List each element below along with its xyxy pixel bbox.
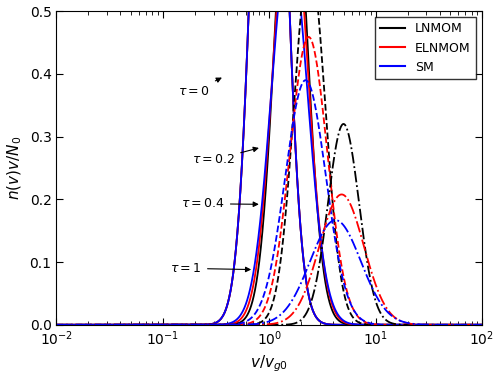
Legend: LNMOM, ELNMOM, SM: LNMOM, ELNMOM, SM [375,17,476,79]
Text: $\tau = 0.2$: $\tau = 0.2$ [192,147,258,166]
Text: $\tau = 0.4$: $\tau = 0.4$ [181,197,258,210]
Text: $\tau = 0$: $\tau = 0$ [178,78,221,98]
Y-axis label: $n(v)v/N_0$: $n(v)v/N_0$ [6,136,24,200]
Text: $\tau = 1$: $\tau = 1$ [170,262,250,275]
X-axis label: $v/v_{g0}$: $v/v_{g0}$ [250,354,288,374]
